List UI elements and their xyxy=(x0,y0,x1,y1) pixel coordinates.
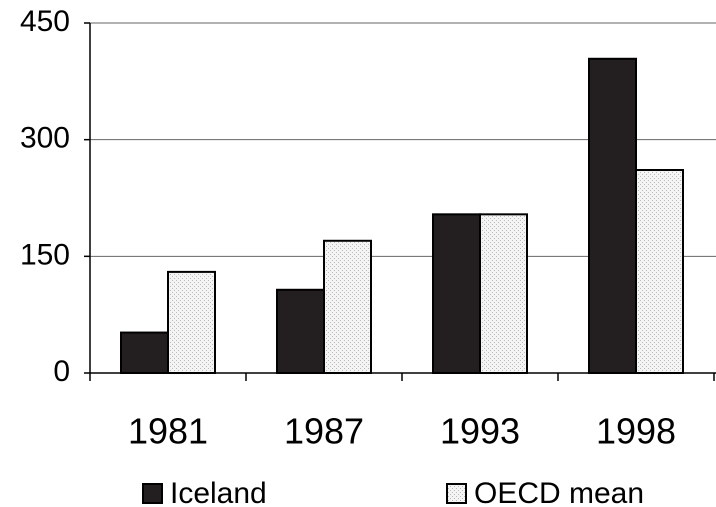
legend-swatch xyxy=(142,483,163,504)
legend-swatch xyxy=(446,483,467,504)
x-tick-label: 1998 xyxy=(596,411,676,452)
x-tick-label: 1987 xyxy=(284,411,364,452)
bar xyxy=(276,288,325,374)
bar xyxy=(588,57,637,375)
y-tick-label: 0 xyxy=(53,355,70,388)
bar xyxy=(479,213,528,374)
bar xyxy=(323,239,372,374)
bar xyxy=(120,331,169,374)
bar xyxy=(167,270,216,374)
x-tick-label: 1993 xyxy=(440,411,520,452)
bar xyxy=(635,169,684,374)
bar xyxy=(432,213,481,374)
legend-label: OECD mean xyxy=(474,477,644,507)
legend-label: Iceland xyxy=(170,477,267,507)
y-tick-label: 300 xyxy=(20,122,70,155)
y-tick-label: 450 xyxy=(20,5,70,38)
x-tick-label: 1981 xyxy=(128,411,208,452)
y-tick-label: 150 xyxy=(20,238,70,271)
